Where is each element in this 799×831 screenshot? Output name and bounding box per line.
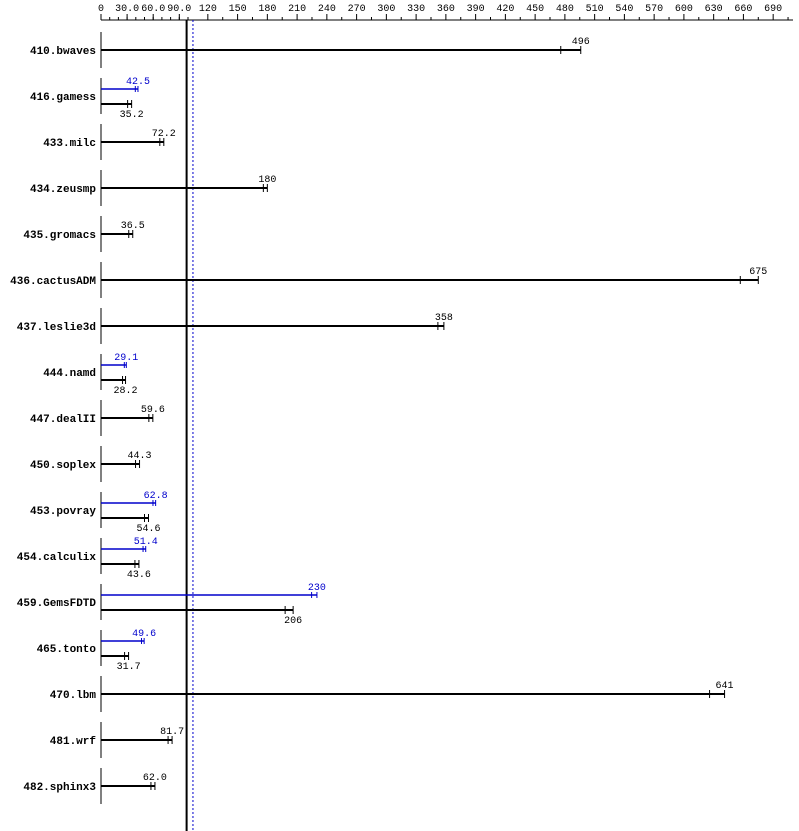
- benchmark-label: 437.leslie3d: [17, 322, 96, 334]
- benchmark-label: 453.povray: [30, 506, 96, 518]
- axis-tick: 90.0: [167, 4, 191, 15]
- base-value: 43.6: [127, 570, 151, 581]
- axis-tick: 150: [229, 4, 247, 15]
- peak-value: 42.5: [126, 77, 150, 88]
- axis-tick: 510: [586, 4, 604, 15]
- base-value: 54.6: [136, 524, 160, 535]
- benchmark-label: 410.bwaves: [30, 46, 96, 58]
- benchmark-label: 470.lbm: [50, 690, 97, 702]
- axis-tick: 270: [348, 4, 366, 15]
- base-value: 180: [258, 175, 276, 186]
- axis-tick: 210: [288, 4, 306, 15]
- axis-tick: 570: [645, 4, 663, 15]
- benchmark-label: 482.sphinx3: [23, 782, 96, 794]
- benchmark-label: 481.wrf: [50, 736, 97, 748]
- base-value: 59.6: [141, 405, 165, 416]
- base-value: 36.5: [121, 221, 145, 232]
- benchmark-label: 444.namd: [43, 368, 96, 380]
- base-value: 81.7: [160, 727, 184, 738]
- spec-chart: 0 30.060.090.0 120 150 180 210 240 270 300 330 360…: [0, 0, 799, 831]
- benchmark-label: 435.gromacs: [23, 230, 96, 242]
- base-value: 358: [435, 313, 453, 324]
- peak-value: 51.4: [134, 537, 158, 548]
- base-value: 206: [284, 616, 302, 627]
- axis-tick: 180: [258, 4, 276, 15]
- axis-tick: 0: [98, 4, 104, 15]
- axis-tick: 330: [407, 4, 425, 15]
- benchmark-label: 434.zeusmp: [30, 184, 96, 196]
- axis-tick: 480: [556, 4, 574, 15]
- peak-value: 62.8: [144, 491, 168, 502]
- base-value: 35.2: [120, 110, 144, 121]
- axis-tick: 30.0: [115, 4, 139, 15]
- benchmark-label: 436.cactusADM: [10, 276, 96, 288]
- peak-value: 49.6: [132, 629, 156, 640]
- base-value: 28.2: [114, 386, 138, 397]
- benchmark-label: 416.gamess: [30, 92, 96, 104]
- benchmark-label: 465.tonto: [37, 644, 97, 656]
- base-value: 62.0: [143, 773, 167, 784]
- axis-tick: 630: [705, 4, 723, 15]
- axis-tick: 120: [199, 4, 217, 15]
- axis-tick: 690: [764, 4, 782, 15]
- axis-tick: 60.0: [141, 4, 165, 15]
- axis-tick: 600: [675, 4, 693, 15]
- base-value: 641: [716, 681, 734, 692]
- base-value: 675: [749, 267, 767, 278]
- benchmark-label: 450.soplex: [30, 460, 96, 472]
- benchmark-label: 454.calculix: [17, 552, 97, 564]
- axis-tick: 240: [318, 4, 336, 15]
- base-value: 31.7: [117, 662, 141, 673]
- axis-tick: 540: [615, 4, 633, 15]
- base-value: 44.3: [128, 451, 152, 462]
- axis-tick: 300: [377, 4, 395, 15]
- benchmark-label: 459.GemsFDTD: [17, 598, 97, 610]
- axis-tick: 360: [437, 4, 455, 15]
- benchmark-label: 433.milc: [43, 138, 96, 150]
- base-value: 496: [572, 37, 590, 48]
- axis-tick: 450: [526, 4, 544, 15]
- axis-tick: 420: [496, 4, 514, 15]
- base-value: 72.2: [152, 129, 176, 140]
- peak-value: 230: [308, 583, 326, 594]
- benchmark-label: 447.dealII: [30, 414, 96, 426]
- axis-tick: 660: [734, 4, 752, 15]
- axis-tick: 390: [467, 4, 485, 15]
- peak-value: 29.1: [114, 353, 138, 364]
